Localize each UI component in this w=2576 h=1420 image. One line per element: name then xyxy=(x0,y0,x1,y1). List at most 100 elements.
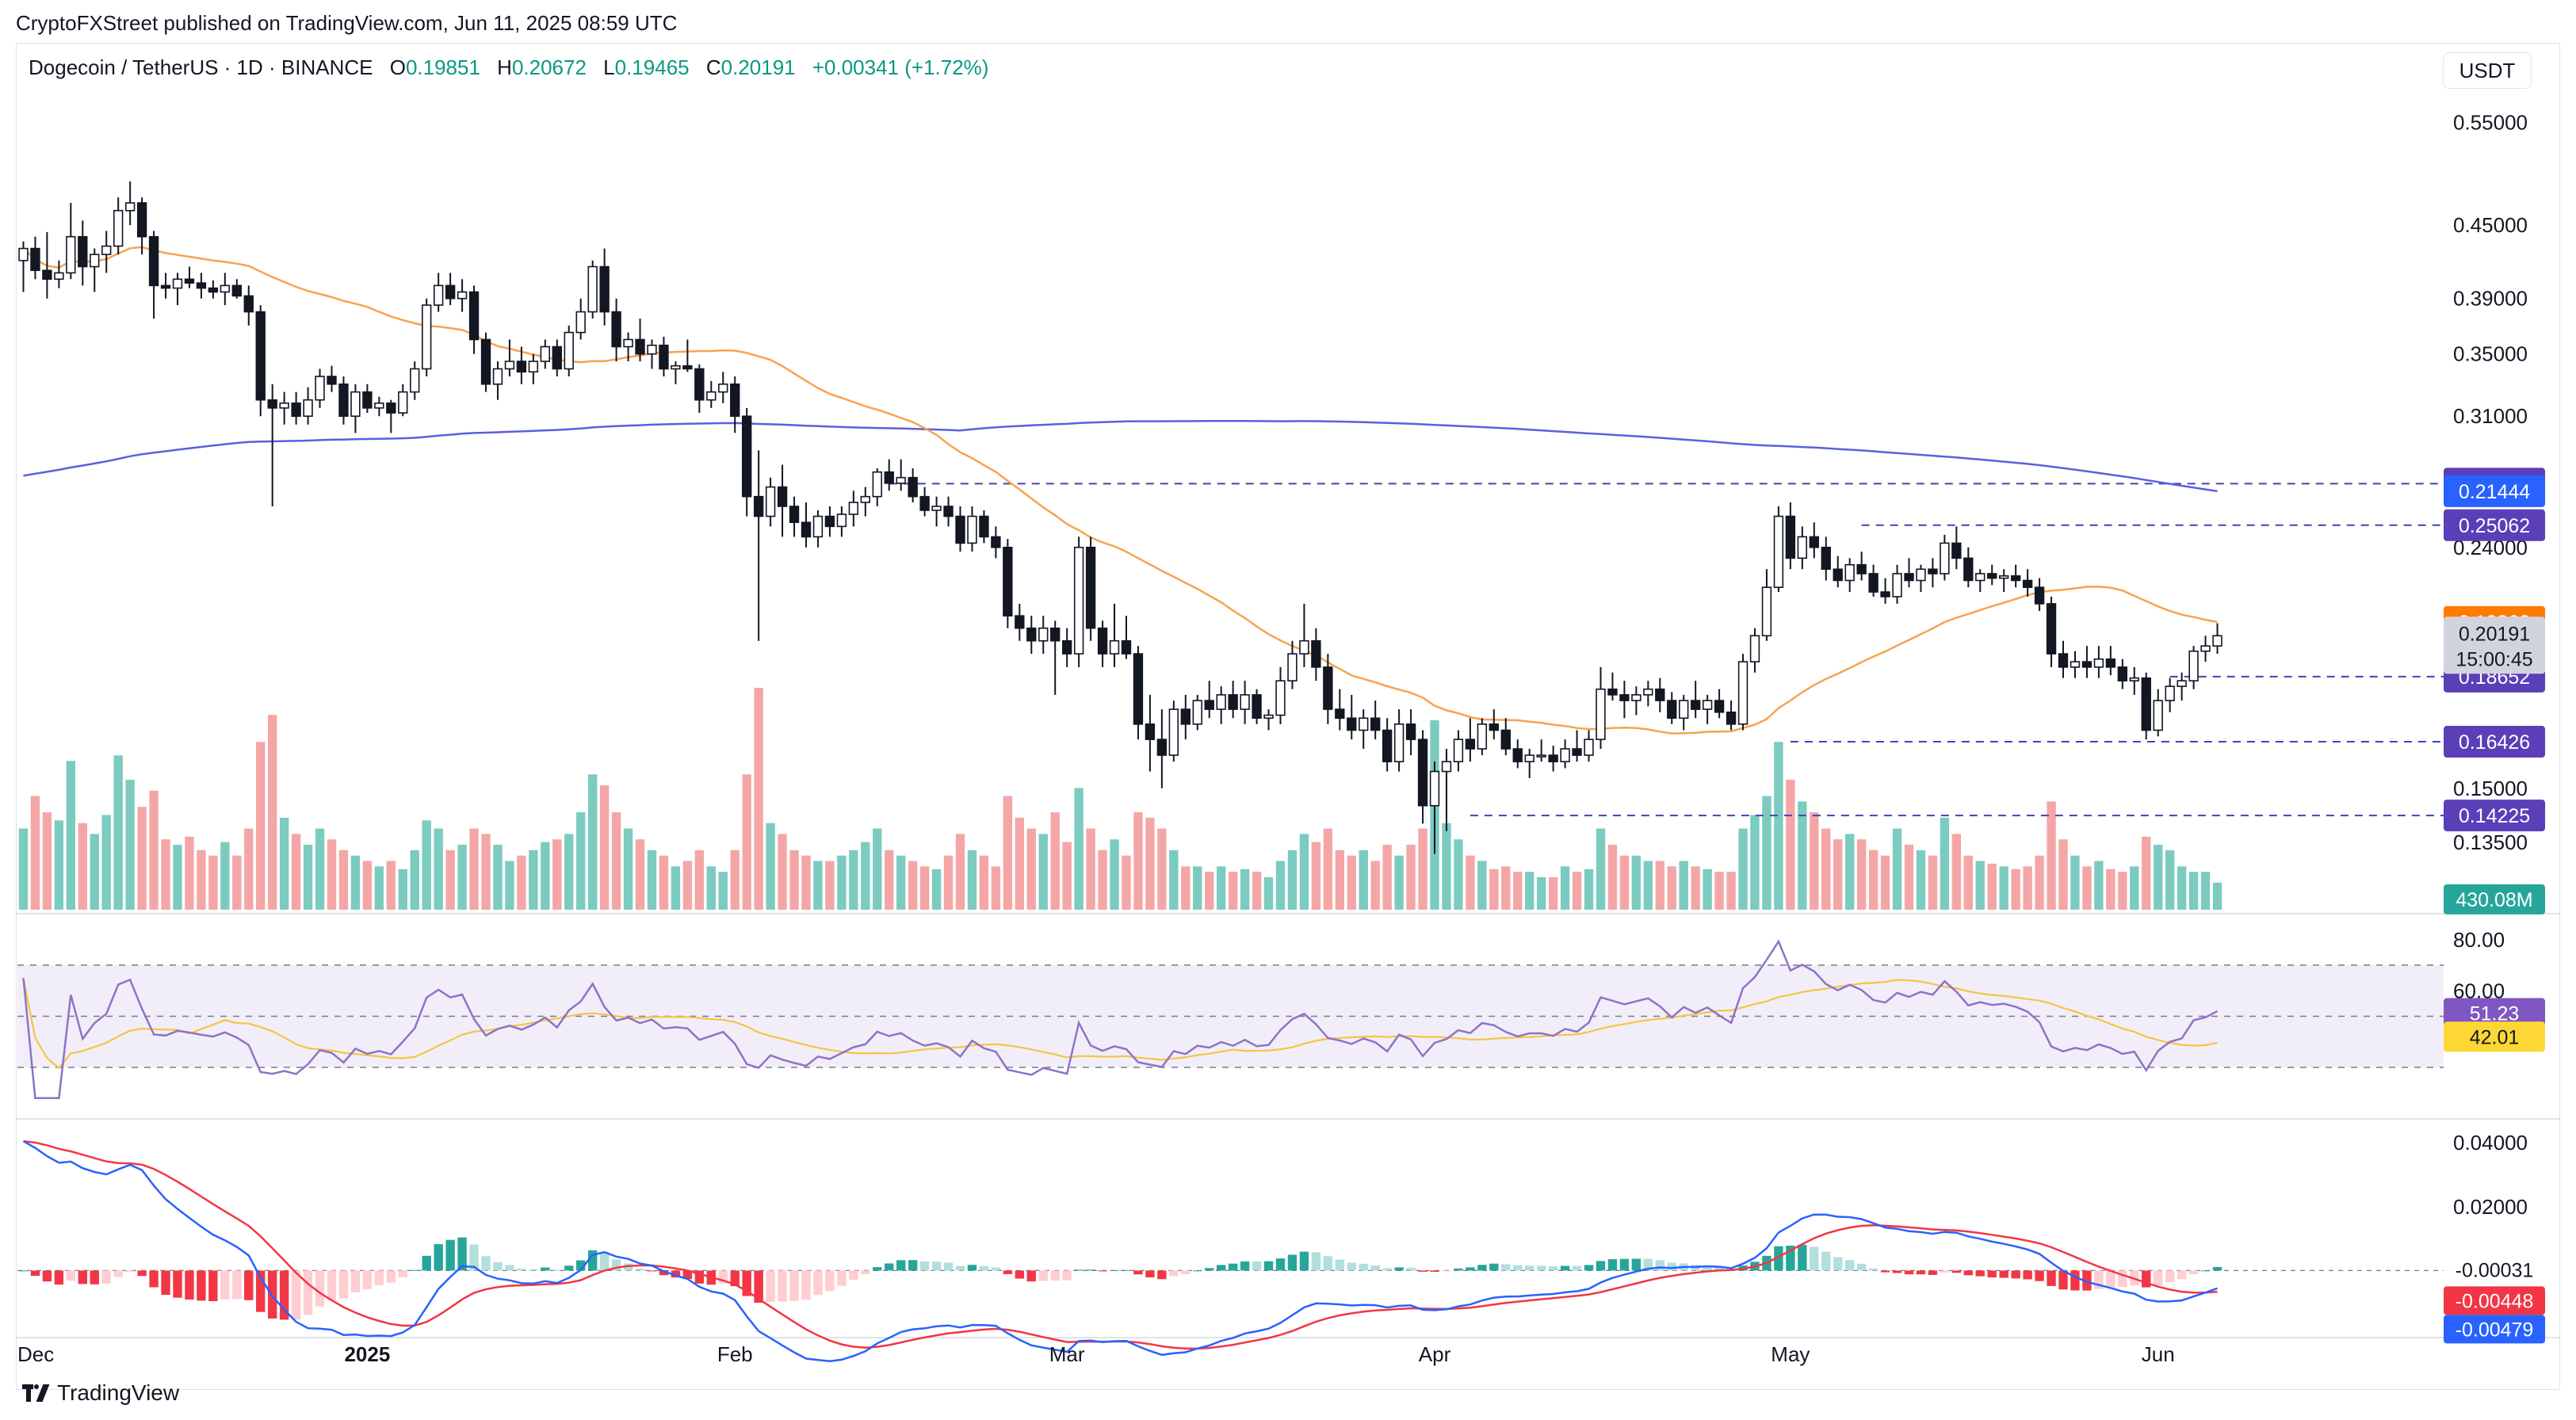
macd-histogram-bar xyxy=(2118,1270,2127,1288)
candle-body xyxy=(1287,653,1298,681)
macd-histogram-bar xyxy=(1110,1269,1119,1271)
macd-histogram-bar xyxy=(362,1270,373,1289)
macd-histogram-bar xyxy=(587,1250,598,1271)
volume-bar xyxy=(2058,839,2068,910)
macd-histogram-bar xyxy=(386,1270,396,1283)
macd-histogram-bar xyxy=(410,1269,419,1271)
candle-body xyxy=(1940,542,1950,574)
volume-bar xyxy=(338,849,349,910)
macd-histogram-bar xyxy=(161,1270,170,1296)
volume-bar xyxy=(1975,861,1985,910)
candle-body xyxy=(196,282,207,289)
macd-histogram-bar xyxy=(54,1270,64,1285)
macd-histogram-bar xyxy=(374,1270,384,1285)
volume-bar xyxy=(943,855,954,910)
volume-bar xyxy=(137,807,147,910)
volume-bar xyxy=(1193,866,1202,910)
candle-body xyxy=(184,278,195,284)
volume-bar xyxy=(1584,868,1594,910)
volume-bar xyxy=(694,849,705,910)
volume-bar xyxy=(908,861,918,910)
volume-bar xyxy=(1406,845,1416,910)
candle-body xyxy=(967,515,977,544)
candle-body xyxy=(1061,639,1072,655)
volume-bar xyxy=(362,861,373,910)
level-label-bg xyxy=(2444,726,2545,758)
macd-line xyxy=(22,1140,2218,1363)
macd-histogram-bar xyxy=(42,1270,52,1282)
candle-body xyxy=(1916,568,1926,582)
macd-axis-tick: 0.02000 xyxy=(2453,1195,2528,1219)
level-label: 0.16426 xyxy=(2459,731,2530,754)
volume-bar xyxy=(30,796,40,910)
volume-bar xyxy=(1548,877,1558,910)
candle-body xyxy=(1572,748,1582,756)
candle-body xyxy=(824,515,835,528)
macd-histogram-bar xyxy=(1584,1265,1594,1271)
volume-bar xyxy=(885,849,894,910)
candle-body xyxy=(2105,658,2116,668)
candle-body xyxy=(1702,700,1713,710)
volume-bar xyxy=(529,849,538,910)
candle-body xyxy=(587,265,598,313)
candle-body xyxy=(386,402,396,414)
candle-body xyxy=(2010,574,2021,582)
high-label: H xyxy=(497,55,512,79)
volume-bar xyxy=(1074,788,1084,910)
candle-body xyxy=(1015,615,1025,629)
volume-bar xyxy=(1963,855,1973,910)
candle-body xyxy=(1761,586,1772,637)
candle-body xyxy=(706,391,717,401)
candle-body xyxy=(1809,536,1819,548)
candle-body xyxy=(836,513,847,528)
macd-histogram-bar xyxy=(2142,1270,2151,1288)
volume-bar xyxy=(1347,855,1356,910)
volume-bar xyxy=(1655,861,1664,910)
volume-bar xyxy=(1940,817,1950,910)
volume-bar xyxy=(778,834,787,910)
candle-body xyxy=(908,476,918,498)
candle-body xyxy=(1393,723,1405,762)
macd-histogram-bar xyxy=(1216,1265,1226,1271)
macd-histogram-bar xyxy=(338,1270,349,1299)
volume-bar xyxy=(1240,868,1250,910)
candle-body xyxy=(1299,639,1309,655)
macd-histogram-bar xyxy=(529,1269,538,1271)
macd-histogram-bar xyxy=(1667,1262,1676,1271)
macd-histogram-bar xyxy=(1299,1251,1309,1271)
volume-bar xyxy=(1738,828,1748,910)
macd-histogram-bar xyxy=(256,1270,266,1312)
macd-histogram-bar xyxy=(635,1268,645,1271)
volume-bar xyxy=(1263,877,1274,910)
publisher-note: CryptoFXStreet published on TradingView.… xyxy=(16,11,678,35)
macd-histogram-bar xyxy=(1975,1270,1985,1277)
macd-histogram-bar xyxy=(101,1270,111,1284)
volume-bar xyxy=(706,866,716,910)
volume-bar xyxy=(1110,839,1119,910)
volume-bar xyxy=(1050,812,1060,910)
time-axis-label: Dec xyxy=(17,1342,54,1366)
ma-fast-line xyxy=(22,246,2218,735)
volume-bar xyxy=(149,790,159,910)
candle-body xyxy=(160,284,171,289)
candle-body xyxy=(504,361,515,370)
candle-body xyxy=(1335,708,1345,720)
tradingview-brand[interactable]: TradingView xyxy=(22,1380,179,1406)
candle-body xyxy=(860,495,870,503)
candle-body xyxy=(1619,694,1630,701)
candle-body xyxy=(433,284,444,306)
candle-body xyxy=(410,368,420,393)
symbol-title[interactable]: Dogecoin / TetherUS · 1D · BINANCE xyxy=(29,55,373,79)
price-axis-tick: 0.55000 xyxy=(2453,110,2528,134)
candle-body xyxy=(1429,770,1440,807)
macd-histogram-bar xyxy=(955,1265,965,1271)
level-label: 0.25062 xyxy=(2459,515,2530,537)
volume-bar xyxy=(611,812,621,910)
candle-body xyxy=(78,235,88,268)
macd-histogram-bar xyxy=(208,1270,218,1302)
volume-bar xyxy=(1572,872,1582,910)
currency-selector[interactable]: USDT xyxy=(2443,52,2532,89)
macd-histogram-bar xyxy=(896,1260,906,1271)
macd-histogram-bar xyxy=(2035,1270,2044,1281)
